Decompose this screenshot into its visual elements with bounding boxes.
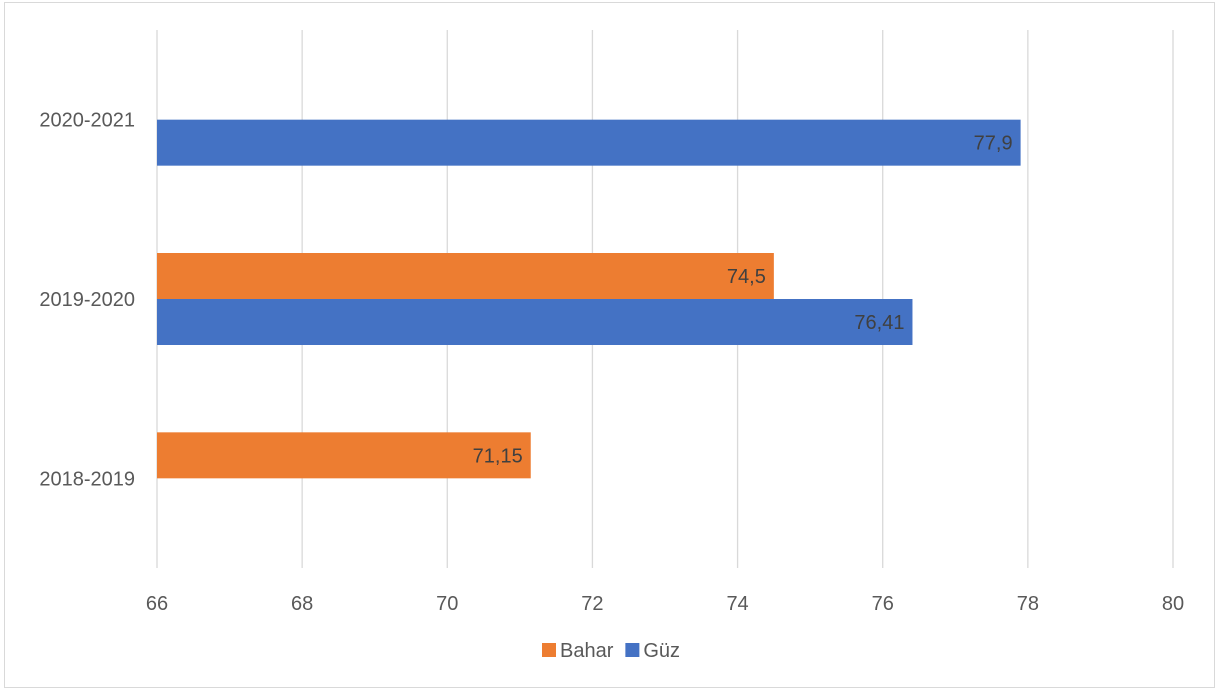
legend-label: Bahar xyxy=(560,640,614,662)
x-tick-label: 76 xyxy=(872,593,894,615)
data-label: 71,15 xyxy=(473,445,523,467)
legend-label: Güz xyxy=(643,640,680,662)
category-labels: 2018-2019 2019-2020 2020-2021 xyxy=(39,110,135,491)
category-label: 2020-2021 xyxy=(39,110,135,132)
x-tick-label: 68 xyxy=(291,593,313,615)
data-label: 74,5 xyxy=(727,266,766,288)
legend-swatch-bahar xyxy=(542,643,556,657)
data-labels: 71,15 74,5 76,41 77,9 xyxy=(473,133,1013,468)
category-label: 2019-2020 xyxy=(39,289,135,311)
x-tick-label: 78 xyxy=(1017,593,1039,615)
legend: Bahar Güz xyxy=(542,640,680,662)
legend-swatch-güz xyxy=(625,643,640,657)
data-label: 76,41 xyxy=(854,312,904,334)
x-tick-label: 70 xyxy=(436,593,458,615)
x-tick-labels: 66 68 70 72 74 76 78 80 xyxy=(146,593,1184,615)
bar-güz xyxy=(157,119,1021,166)
x-tick-label: 72 xyxy=(581,593,603,615)
x-tick-label: 66 xyxy=(146,593,168,615)
x-tick-label: 80 xyxy=(1162,593,1184,615)
bar-bahar xyxy=(157,432,531,479)
data-label: 77,9 xyxy=(974,133,1013,155)
bars xyxy=(157,119,1021,479)
bar-bahar xyxy=(157,253,774,299)
x-tick-label: 74 xyxy=(726,593,748,615)
category-label: 2018-2019 xyxy=(39,468,135,490)
bar-güz xyxy=(157,299,913,345)
